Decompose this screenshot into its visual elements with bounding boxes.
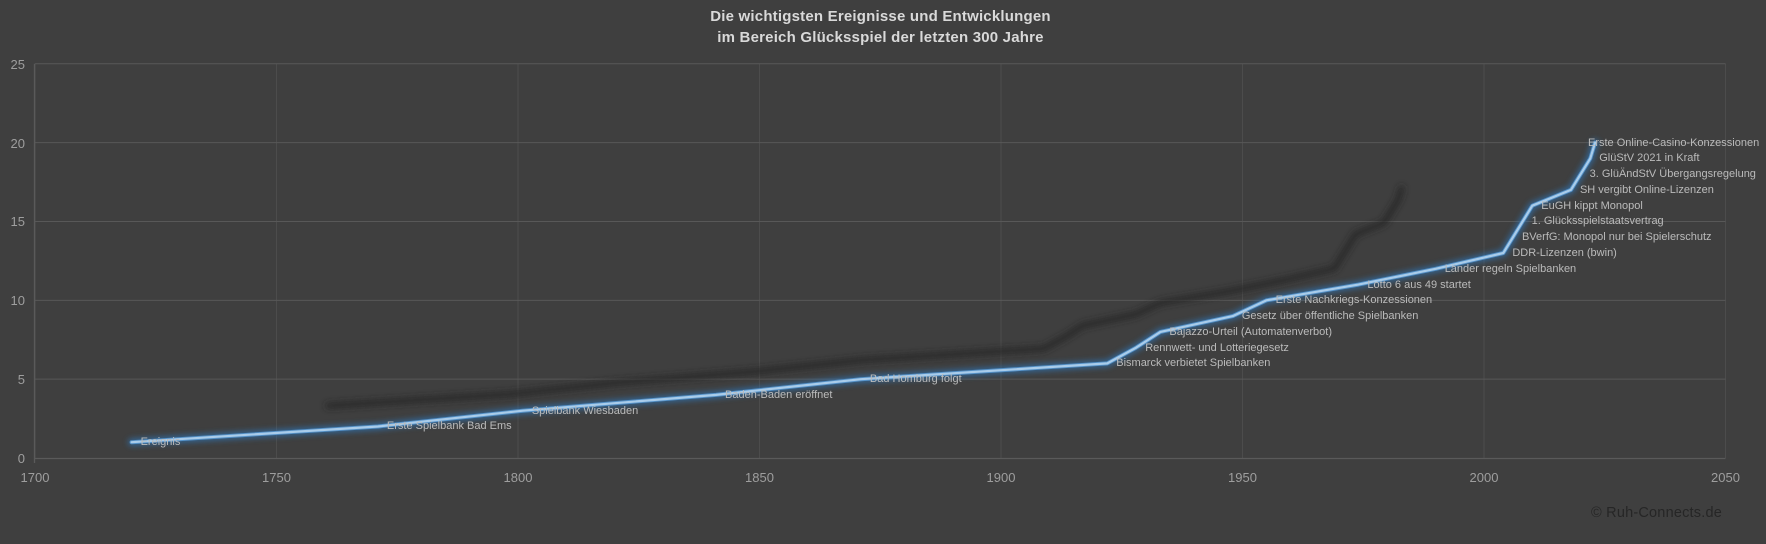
event-label: Bajazzo-Urteil (Automatenverbot) — [1169, 325, 1332, 338]
event-label: Erste Online-Casino-Konzessionen — [1588, 136, 1760, 149]
event-label: GlüStV 2021 in Kraft — [1599, 152, 1700, 165]
chart-title-line-1: Die wichtigsten Ereignisse und Entwicklu… — [710, 8, 1051, 25]
x-axis-tick-label: 2000 — [1469, 470, 1499, 485]
event-label: Erste Spielbank Bad Ems — [386, 420, 512, 433]
event-label: 1. Glücksspielstaatsvertrag — [1531, 215, 1664, 228]
x-axis-tick-label: 1850 — [745, 470, 774, 485]
x-axis-tick-label: 1900 — [986, 470, 1016, 485]
y-axis-tick-label: 25 — [10, 56, 25, 72]
y-axis-tick-label: 0 — [17, 451, 25, 466]
event-label: BVerfG: Monopol nur bei Spielerschutz — [1521, 231, 1712, 244]
event-label: Bismarck verbietet Spielbanken — [1116, 357, 1271, 370]
chart-title-line-2: im Bereich Glücksspiel der letzten 300 J… — [717, 29, 1044, 46]
x-axis-tick-label: 1700 — [20, 470, 50, 485]
x-axis-tick-label: 1750 — [262, 470, 291, 485]
event-label: DDR-Lizenzen (bwin) — [1512, 247, 1617, 260]
event-label: Spielbank Wiesbaden — [531, 404, 639, 417]
y-axis-tick-label: 20 — [10, 135, 25, 151]
y-axis-tick-label: 5 — [17, 372, 25, 388]
x-axis-tick-label: 2050 — [1711, 470, 1740, 485]
watermark-credit: © Ruh-Connects.de — [1591, 505, 1722, 521]
event-label: Erste Nachkriegs-Konzessionen — [1275, 294, 1433, 307]
series-name-label: Ereignis — [140, 436, 181, 449]
event-label: 3. GlüÄndStV Übergangsregelung — [1589, 168, 1756, 181]
event-label: Bad Homburg folgt — [869, 373, 962, 386]
event-label: Gesetz über öffentliche Spielbanken — [1241, 310, 1419, 323]
event-label: Lotto 6 aus 49 startet — [1367, 278, 1471, 291]
y-axis-tick-label: 10 — [10, 293, 25, 309]
x-axis-tick-label: 1950 — [1228, 470, 1257, 485]
event-line — [130, 141, 1597, 444]
event-label: Baden-Baden eröffnet — [725, 388, 833, 401]
line-perspective-shadow — [325, 185, 1405, 409]
axes — [33, 63, 1726, 463]
event-label: Länder regeln Spielbanken — [1444, 262, 1577, 275]
event-label: EuGH kippt Monopol — [1541, 199, 1643, 212]
event-label: SH vergibt Online-Lizenzen — [1579, 183, 1714, 196]
event-label: Rennwett- und Lotteriegesetz — [1145, 341, 1289, 354]
x-axis-tick-label: 1800 — [503, 470, 533, 485]
chart-title: Die wichtigsten Ereignisse und Entwicklu… — [35, 6, 1726, 48]
y-axis-tick-label: 15 — [10, 214, 25, 230]
